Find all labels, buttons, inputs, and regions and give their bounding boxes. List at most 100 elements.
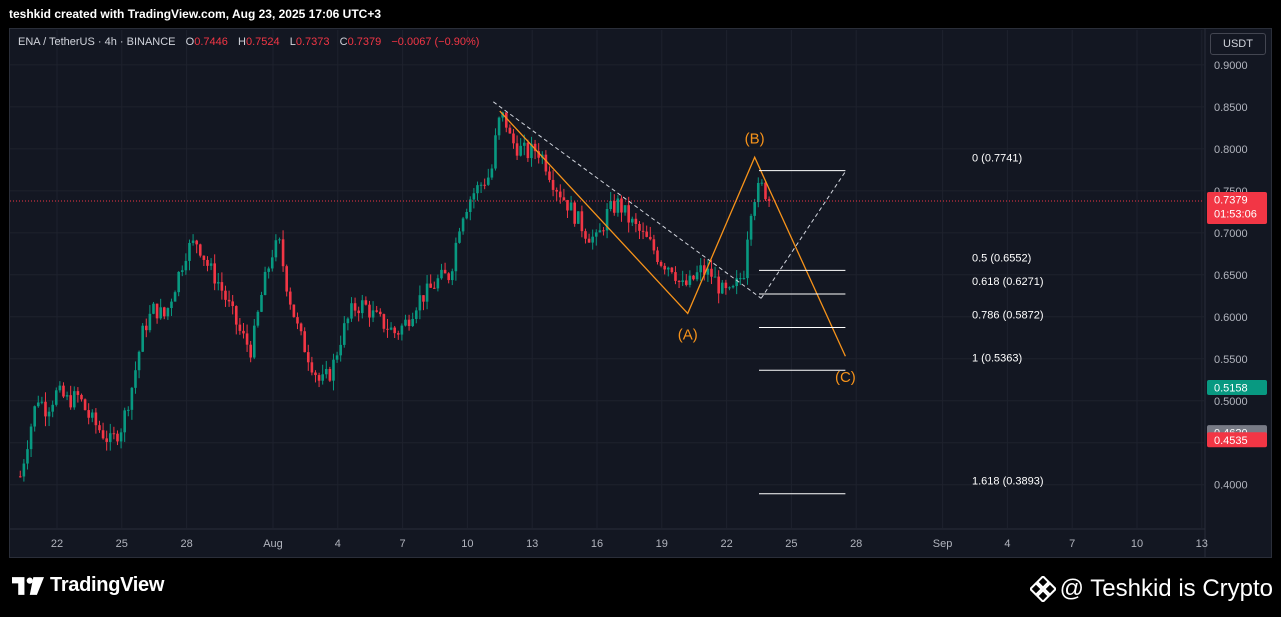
- candle-body: [36, 402, 40, 407]
- candle-body: [267, 268, 270, 272]
- candle-body: [648, 236, 652, 240]
- candle-body: [760, 182, 764, 184]
- candle-body: [202, 255, 206, 260]
- candle-body: [101, 430, 105, 439]
- y-tick-label: 0.8500: [1214, 102, 1248, 114]
- candle-body: [684, 280, 688, 285]
- candle-body: [656, 250, 659, 262]
- candle-body: [72, 391, 76, 408]
- author-watermark: @ Teshkid is Crypto: [1029, 575, 1273, 603]
- candle-body: [83, 399, 87, 411]
- candle-body: [76, 391, 80, 395]
- x-tick-label: 28: [850, 538, 862, 550]
- open-value: 0.7446: [194, 36, 228, 48]
- fib-level-label: 0.5 (0.6552): [972, 252, 1031, 264]
- candle-body: [360, 300, 364, 314]
- x-tick-label: 25: [116, 538, 128, 550]
- wave-label: (A): [678, 326, 698, 343]
- candle-body: [468, 199, 472, 212]
- candle-body: [292, 304, 296, 318]
- candle-body: [80, 394, 83, 400]
- candle-body: [555, 189, 558, 192]
- close-value: 0.7379: [347, 36, 382, 48]
- price-badge-value: 0.4535: [1214, 435, 1248, 447]
- candle-body: [746, 239, 749, 279]
- candle-body: [494, 135, 497, 169]
- x-tick-label: 28: [180, 538, 192, 550]
- candle-body: [281, 239, 285, 267]
- candle-body: [497, 117, 501, 136]
- x-tick-label: 10: [1131, 538, 1143, 550]
- bar-countdown: 01:53:06: [1214, 208, 1257, 220]
- candle-body: [335, 355, 339, 360]
- candle-body: [490, 168, 494, 178]
- currency-button[interactable]: USDT: [1210, 33, 1266, 55]
- candle-body: [116, 433, 119, 442]
- candle-body: [62, 385, 65, 397]
- candle-body: [544, 154, 548, 172]
- candle-body: [108, 433, 112, 442]
- candle-body: [47, 411, 51, 417]
- candle-body: [245, 333, 249, 345]
- candle-body: [605, 209, 609, 231]
- candle-body: [623, 205, 627, 213]
- candle-body: [598, 230, 602, 233]
- candle-body: [472, 193, 476, 200]
- candle-body: [18, 476, 22, 478]
- candle-body: [159, 307, 162, 319]
- candle-body: [400, 325, 404, 335]
- candle-body: [306, 352, 310, 363]
- candle-body: [339, 344, 342, 356]
- candle-body: [548, 171, 551, 180]
- candle-body: [198, 244, 202, 256]
- fib-level-label: 0 (0.7741): [972, 153, 1022, 165]
- candle-body: [530, 143, 533, 159]
- candle-body: [98, 425, 101, 431]
- candle-body: [357, 310, 360, 314]
- candle-body: [486, 177, 490, 185]
- candle-body: [162, 307, 166, 317]
- tradingview-brand-text: TradingView: [50, 574, 165, 596]
- candle-body: [537, 151, 540, 158]
- chart-pane[interactable]: [9, 28, 1272, 558]
- candle-body: [54, 390, 58, 405]
- x-tick-label: Sep: [933, 538, 953, 550]
- candle-body: [645, 231, 648, 237]
- candle-body: [458, 231, 461, 243]
- candle-body: [591, 236, 594, 243]
- symbol-title[interactable]: ENA / TetherUS · 4h · BINANCE: [18, 36, 176, 48]
- candle-body: [533, 143, 537, 152]
- candle-body: [476, 185, 479, 194]
- candle-body: [414, 310, 418, 319]
- candle-body: [177, 271, 180, 293]
- candle-body: [209, 263, 213, 266]
- candle-body: [702, 265, 706, 275]
- candle-body: [616, 198, 620, 213]
- candle-body: [314, 372, 317, 376]
- candle-body: [602, 230, 605, 232]
- tradingview-logo[interactable]: TradingView: [12, 574, 164, 597]
- candle-body: [562, 197, 566, 201]
- candle-body: [641, 230, 645, 232]
- candle-body: [227, 299, 231, 302]
- candle-body: [29, 426, 33, 450]
- candle-body: [483, 184, 486, 186]
- candle-body: [389, 327, 393, 330]
- candle-body: [346, 318, 350, 324]
- candle-body: [130, 387, 134, 410]
- fib-level-label: 0.786 (0.5872): [972, 310, 1044, 322]
- candle-body: [386, 328, 389, 330]
- candle-body: [717, 276, 720, 294]
- candle-body: [522, 142, 526, 146]
- candle-body: [634, 218, 638, 225]
- candle-body: [94, 412, 98, 426]
- candle-body: [587, 238, 591, 243]
- candle-body: [123, 410, 126, 433]
- candle-body: [566, 200, 569, 211]
- candle-body: [170, 301, 173, 309]
- candle-body: [594, 232, 598, 237]
- high-value: 0.7524: [245, 36, 280, 48]
- candle-body: [112, 433, 116, 435]
- candle-body: [191, 240, 195, 243]
